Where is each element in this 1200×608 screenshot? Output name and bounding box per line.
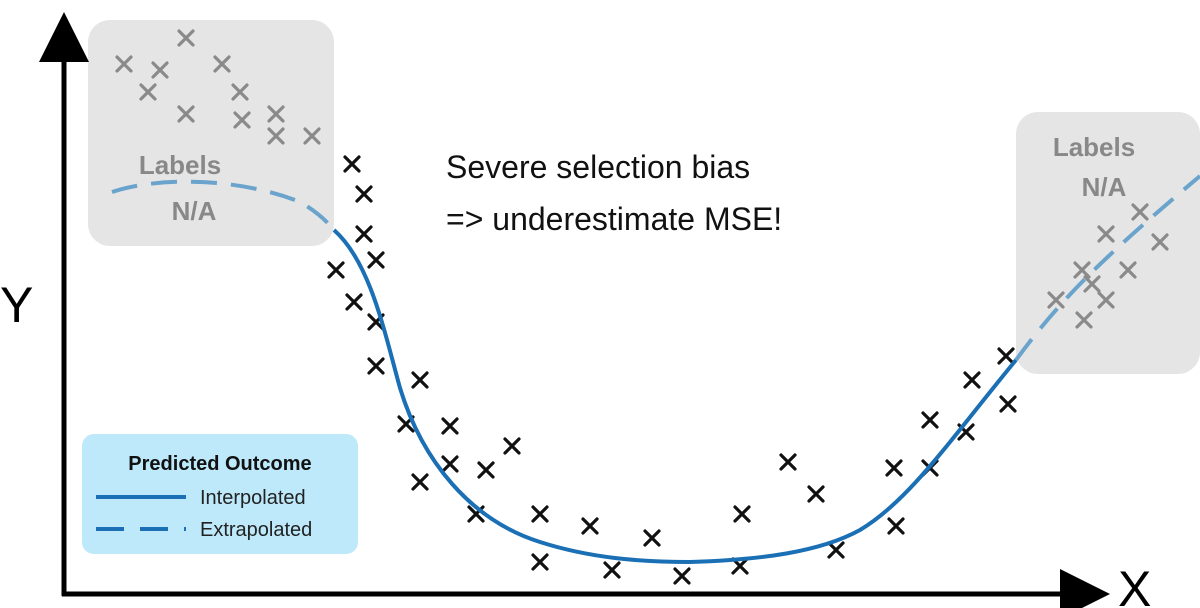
unlabeled-region-right — [1016, 112, 1200, 374]
unlabeled-data-point — [1073, 261, 1091, 279]
unlabeled-data-point — [1097, 291, 1115, 309]
unlabeled-data-point — [177, 105, 195, 123]
labeled-data-point — [807, 485, 825, 503]
unlabeled-region-right-line1: Labels — [1053, 132, 1135, 162]
unlabeled-data-point — [231, 83, 249, 101]
labeled-data-point — [531, 553, 549, 571]
legend-title: Predicted Outcome — [128, 453, 311, 475]
labeled-data-point — [827, 541, 845, 559]
labeled-data-point — [999, 395, 1017, 413]
labeled-data-point — [355, 225, 373, 243]
labeled-data-point — [963, 371, 981, 389]
labeled-data-point — [603, 561, 621, 579]
unlabeled-data-point — [151, 61, 169, 79]
labeled-marker-group — [327, 155, 1017, 585]
annotation-line1: Severe selection bias — [446, 149, 750, 185]
unlabeled-data-point — [303, 127, 321, 145]
labeled-data-point — [355, 185, 373, 203]
unlabeled-data-point — [1131, 203, 1149, 221]
labeled-data-point — [343, 155, 361, 173]
labeled-data-point — [921, 411, 939, 429]
interpolated-curve — [332, 228, 1018, 565]
unlabeled-data-point — [267, 105, 285, 123]
labeled-data-point — [441, 417, 459, 435]
unlabeled-region-right-line2: N/A — [1082, 172, 1127, 202]
labeled-data-point — [643, 529, 661, 547]
labeled-data-point — [477, 461, 495, 479]
unlabeled-data-point — [1151, 233, 1169, 251]
unlabeled-data-point — [1119, 261, 1137, 279]
labeled-data-point — [411, 371, 429, 389]
legend-item-extrapolated: Extrapolated — [200, 519, 312, 541]
extrapolated-curve-left — [111, 179, 336, 232]
labeled-data-point — [581, 517, 599, 535]
unlabeled-data-point — [267, 127, 285, 145]
legend-box — [82, 434, 358, 554]
unlabeled-data-point — [1083, 275, 1101, 293]
labeled-data-point — [673, 567, 691, 585]
legend-item-interpolated: Interpolated — [200, 487, 306, 509]
unlabeled-region-left — [88, 20, 334, 246]
labeled-data-point — [367, 251, 385, 269]
labeled-data-point — [327, 261, 345, 279]
labeled-data-point — [887, 517, 905, 535]
labeled-data-point — [997, 347, 1015, 365]
unlabeled-data-point — [1097, 225, 1115, 243]
y-axis-label: Y — [0, 277, 33, 333]
labeled-data-point — [531, 505, 549, 523]
unlabeled-marker-group — [115, 29, 1169, 329]
unlabeled-data-point — [1075, 311, 1093, 329]
labeled-data-point — [367, 357, 385, 375]
unlabeled-data-point — [213, 55, 231, 73]
annotation-line2: => underestimate MSE! — [446, 201, 782, 237]
extrapolated-curve-right — [1014, 174, 1200, 362]
labeled-data-point — [411, 473, 429, 491]
unlabeled-region-left-line2: N/A — [172, 196, 217, 226]
x-axis-label: X — [1118, 561, 1151, 608]
labeled-data-point — [503, 437, 521, 455]
labeled-data-point — [779, 453, 797, 471]
unlabeled-data-point — [233, 111, 251, 129]
labeled-data-point — [441, 455, 459, 473]
legend: Predicted Outcome Interpolated Extrapola… — [82, 434, 358, 554]
labeled-data-point — [733, 505, 751, 523]
unlabeled-data-point — [1047, 291, 1065, 309]
unlabeled-region-left-line1: Labels — [139, 150, 221, 180]
labeled-data-point — [345, 293, 363, 311]
unlabeled-data-point — [139, 83, 157, 101]
unlabeled-data-point — [115, 55, 133, 73]
unlabeled-data-point — [177, 29, 195, 47]
labeled-data-point — [885, 459, 903, 477]
